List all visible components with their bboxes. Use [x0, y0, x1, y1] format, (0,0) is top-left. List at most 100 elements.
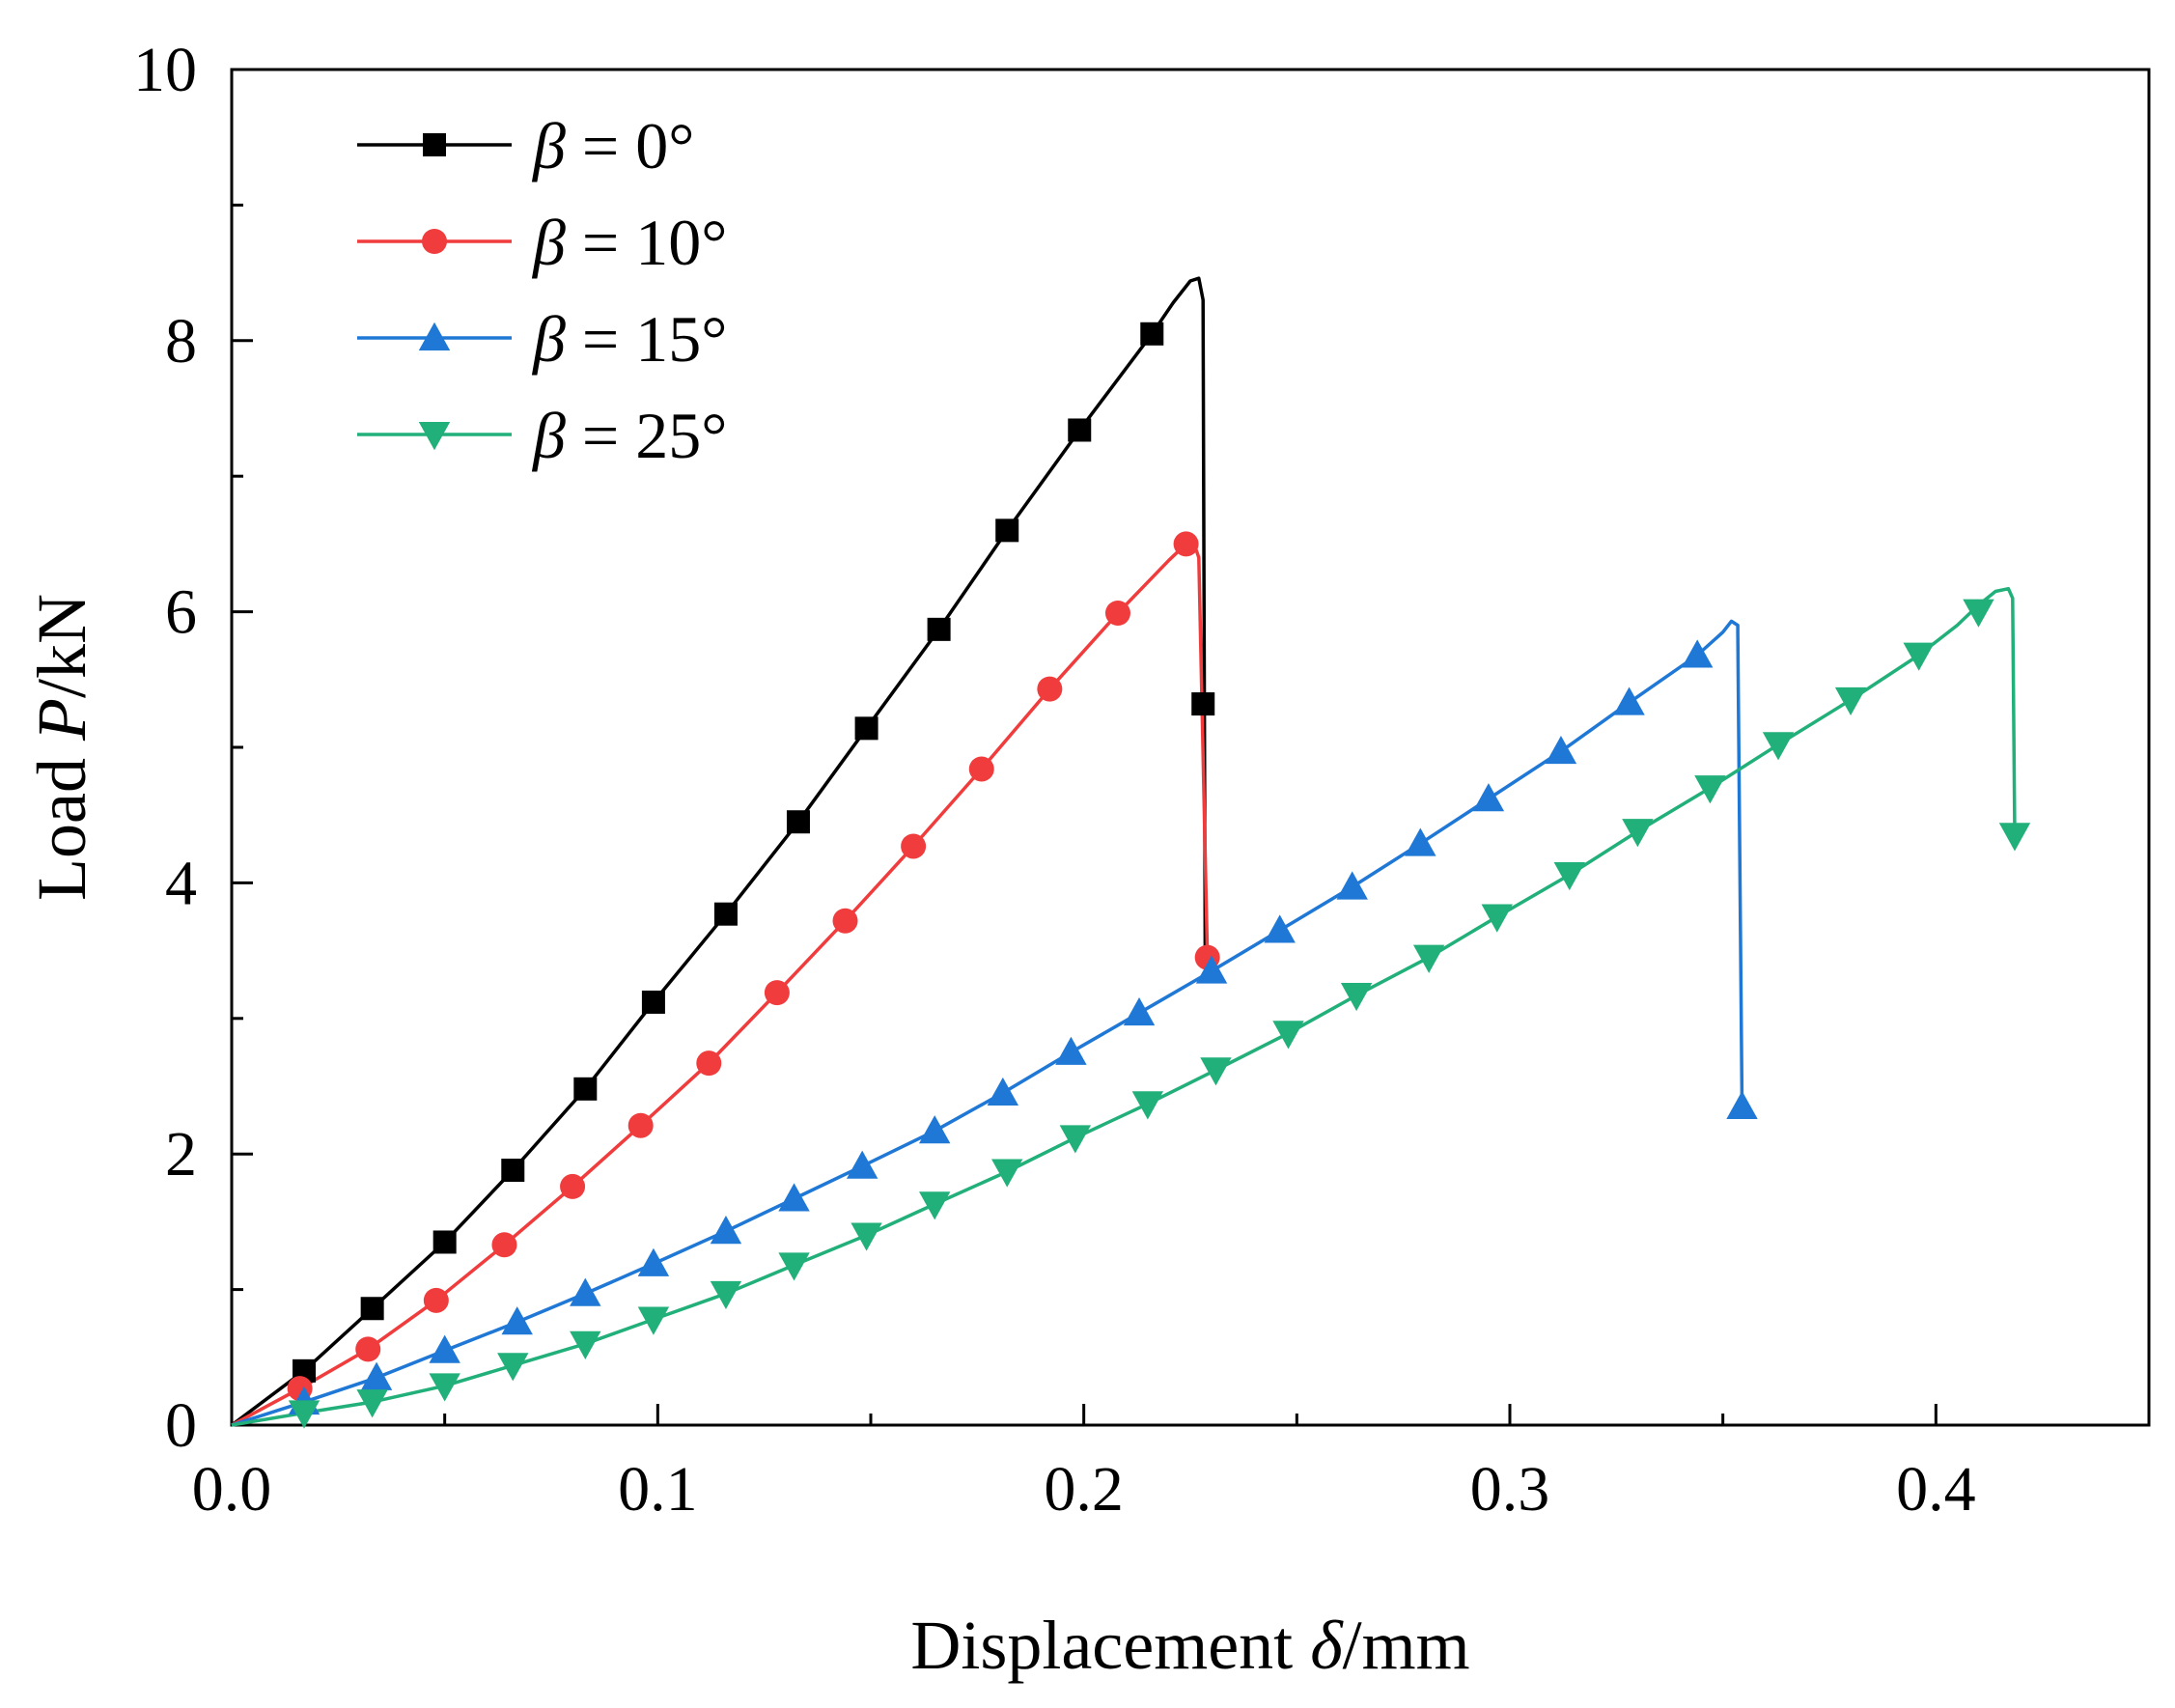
data-point: [850, 1222, 882, 1251]
data-point: [1681, 639, 1714, 668]
data-point: [423, 133, 446, 156]
y-tick-label: 10: [133, 35, 197, 105]
data-point: [846, 1150, 878, 1179]
data-point: [637, 1247, 670, 1276]
series-markers: [287, 322, 2031, 1429]
x-tick-label: 0.3: [1470, 1454, 1550, 1525]
x-axis-title: Displacement δ/mm: [910, 1607, 1469, 1684]
data-point: [1055, 1036, 1087, 1065]
data-point: [641, 990, 665, 1014]
data-point: [1272, 1021, 1304, 1050]
data-point: [1340, 982, 1373, 1012]
data-point: [696, 1050, 722, 1077]
data-point: [1762, 732, 1795, 761]
data-point: [919, 1115, 951, 1144]
series-line-3: [231, 586, 2017, 1427]
data-point: [423, 1287, 449, 1313]
data-point: [1140, 322, 1164, 346]
data-point: [1726, 1090, 1758, 1120]
data-point: [1963, 599, 1994, 628]
data-point: [429, 1373, 460, 1402]
data-point: [995, 518, 1019, 543]
data-point: [1545, 736, 1577, 765]
data-point: [501, 1306, 533, 1335]
y-tick-label: 4: [165, 848, 197, 918]
data-point: [501, 1159, 525, 1183]
data-point: [356, 1389, 388, 1418]
data-point: [1037, 676, 1063, 702]
data-point: [637, 1306, 670, 1335]
data-point: [1068, 418, 1092, 442]
series-line-2: [231, 619, 1744, 1427]
axis-tick-labels: 0.0 0.1 0.2 0.3 0.4 0 2 4 6 8 10: [133, 35, 1976, 1525]
data-point: [901, 833, 927, 859]
data-point: [968, 756, 994, 782]
data-point: [1264, 914, 1296, 943]
data-point: [1405, 827, 1436, 856]
data-point: [1834, 686, 1867, 716]
data-point: [429, 1334, 460, 1363]
data-point: [1200, 1057, 1232, 1086]
axis-ticks: [230, 68, 2151, 1427]
data-point: [491, 1232, 517, 1258]
data-point: [422, 229, 447, 254]
data-point: [560, 1173, 586, 1199]
data-point: [832, 908, 858, 934]
data-point: [360, 1361, 393, 1390]
y-tick-label: 0: [165, 1390, 197, 1461]
data-point: [710, 1280, 742, 1310]
data-point: [1472, 783, 1505, 812]
data-point: [987, 1077, 1019, 1106]
data-point: [1336, 871, 1368, 900]
data-point: [1131, 1091, 1164, 1120]
data-point: [1123, 996, 1156, 1026]
data-point: [1481, 904, 1513, 933]
data-point: [1613, 686, 1645, 715]
series-line-0: [230, 276, 1208, 1427]
data-point: [1412, 944, 1445, 973]
data-point: [1998, 823, 2031, 852]
data-point: [1694, 775, 1726, 804]
legend-label: β = 10°: [531, 206, 727, 279]
data-point: [1191, 692, 1215, 716]
x-tick-label: 0.0: [192, 1454, 272, 1525]
data-point: [355, 1336, 381, 1362]
legend-label: β = 0°: [531, 109, 694, 182]
data-point: [1059, 1125, 1092, 1154]
data-point: [919, 1191, 951, 1220]
data-point: [360, 1297, 384, 1321]
data-point: [764, 980, 790, 1006]
data-point: [991, 1159, 1023, 1188]
plot-frame: [230, 68, 2151, 1427]
x-tick-label: 0.4: [1896, 1454, 1976, 1525]
legend-label: β = 25°: [531, 399, 727, 472]
data-point: [927, 617, 951, 641]
data-point: [497, 1353, 529, 1382]
y-tick-label: 2: [165, 1119, 197, 1190]
data-point: [627, 1112, 654, 1138]
data-point: [713, 902, 738, 926]
data-point: [418, 422, 451, 451]
data-point: [710, 1216, 742, 1245]
data-point: [432, 1230, 457, 1254]
data-point: [570, 1330, 601, 1359]
x-tick-label: 0.2: [1044, 1454, 1124, 1525]
data-point: [1104, 601, 1130, 627]
data-point: [1173, 531, 1199, 557]
legend-label: β = 15°: [531, 302, 727, 376]
y-tick-label: 6: [165, 577, 197, 648]
data-point: [570, 1277, 601, 1306]
data-point: [854, 716, 878, 741]
y-tick-label: 8: [165, 306, 197, 377]
data-point: [778, 1183, 810, 1212]
data-point: [573, 1077, 598, 1101]
data-point: [1195, 955, 1228, 984]
data-point: [1622, 819, 1654, 848]
data-point: [288, 1400, 321, 1429]
data-point: [1903, 642, 1935, 671]
x-tick-label: 0.1: [618, 1454, 698, 1525]
data-point: [418, 322, 451, 350]
data-point: [786, 810, 810, 834]
data-point: [778, 1252, 810, 1281]
